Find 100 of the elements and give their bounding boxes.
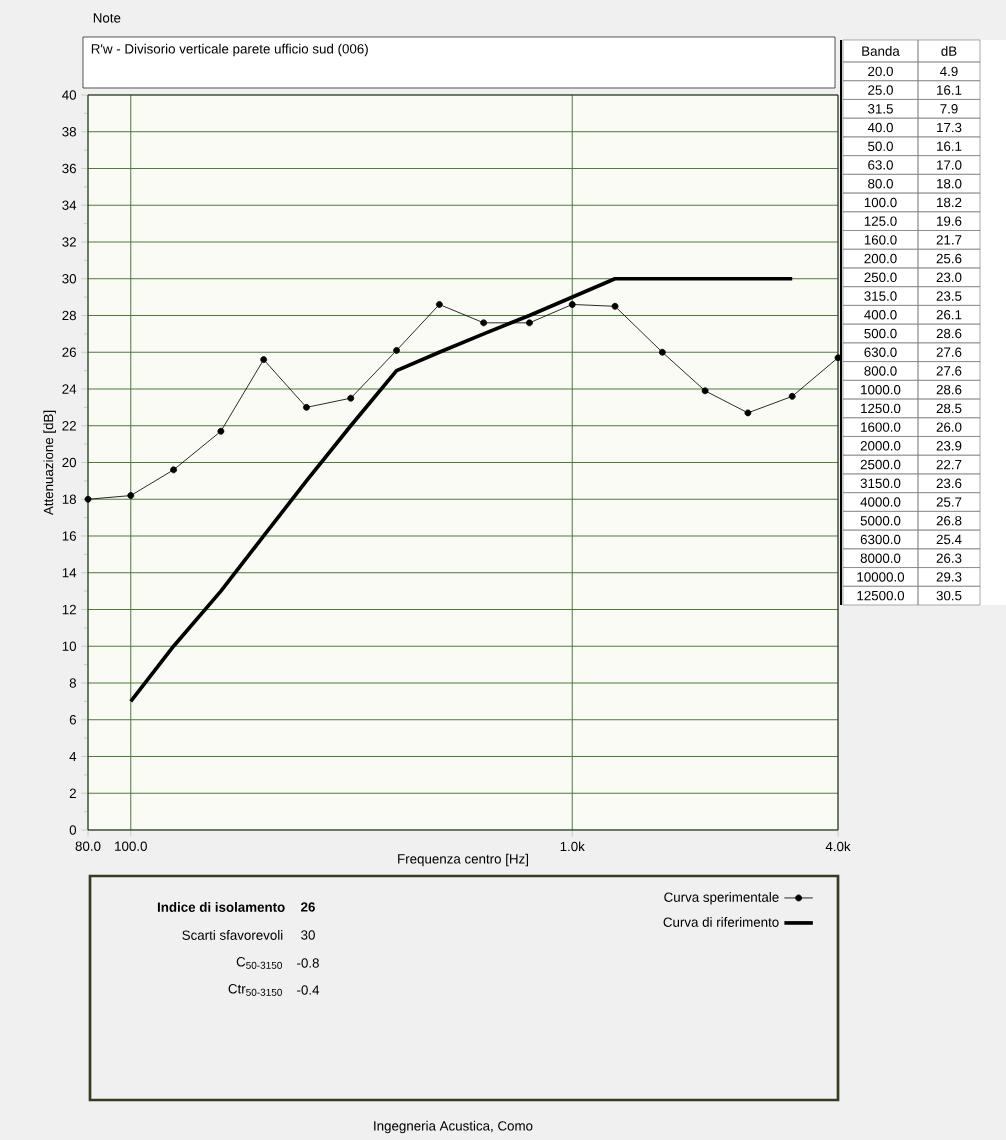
text: 18.2: [937, 197, 962, 208]
category-label: 50.0: [868, 141, 893, 151]
point: [788, 392, 796, 400]
text: 17.3: [937, 122, 962, 133]
category-label: 800.0: [864, 366, 897, 376]
text: 28.5: [936, 403, 962, 414]
text: 21.7: [936, 235, 962, 245]
category-label: 8000.0: [860, 553, 901, 563]
point: [260, 356, 268, 364]
y-tick-label: 28: [62, 310, 76, 321]
point: [393, 346, 400, 354]
y-tick-label: 38: [62, 127, 76, 137]
text: 22.7: [936, 459, 962, 470]
legend-label: Curva di riferimento: [663, 917, 779, 927]
point: [303, 403, 310, 411]
text: 19.6: [937, 216, 962, 226]
category-label: 12500.0: [857, 590, 905, 601]
text: Ingegneria Acustica, Como: [374, 1120, 533, 1134]
y-tick-label: 14: [62, 568, 77, 578]
text: 26.0: [936, 422, 962, 432]
category-label: 80.0: [868, 178, 893, 189]
point: [611, 302, 619, 310]
category-label: 31.5: [868, 104, 893, 114]
category-label: 2500.0: [860, 459, 901, 470]
y-tick-label: 36: [62, 163, 76, 174]
text: Banda: [862, 46, 900, 56]
y-tick-label: 2: [69, 788, 76, 798]
y-tick-label: 40: [62, 90, 77, 100]
y-tick-label: 34: [62, 200, 77, 210]
point: [480, 319, 488, 327]
text: dB: [941, 46, 957, 56]
text: Scarti sfavorevoli: [182, 930, 283, 940]
text: 26.1: [936, 310, 962, 320]
category-label: 400.0: [864, 310, 897, 320]
category-label: 2000.0: [860, 441, 901, 451]
y-tick-label: 10: [62, 641, 77, 651]
y-tick-label: 22: [62, 421, 76, 431]
x-tick-label: 1.0k: [560, 841, 585, 852]
category-label: 20.0: [868, 66, 893, 77]
x-axis-title: Frequenza centro [Hz]: [398, 853, 528, 867]
category-label: 40.0: [867, 122, 893, 133]
category-label: 250.0: [864, 272, 897, 283]
text: C$_{50-3150}$: [236, 957, 282, 969]
x-tick-label: 4.0k: [825, 841, 851, 852]
y-tick-label: 6: [69, 715, 76, 725]
category-label: 100.0: [864, 197, 897, 208]
y-tick-label: 26: [62, 347, 76, 357]
y-tick-label: 24: [62, 384, 77, 394]
text: 27.6: [936, 366, 962, 376]
point: [568, 301, 576, 308]
point: [347, 394, 355, 402]
category-label: 125.0: [864, 216, 897, 226]
y-tick-label: 32: [62, 237, 76, 247]
chart-title: R'w - Divisorio verticale parete ufficio sud (006): [91, 43, 368, 57]
text: Note: [93, 13, 121, 23]
text: 23.0: [936, 272, 962, 283]
category-label: 200.0: [864, 253, 897, 264]
text: 27.6: [936, 347, 962, 357]
category-label: 25.0: [868, 85, 893, 95]
category-label: 6300.0: [860, 534, 901, 545]
text: 23.9: [936, 441, 962, 451]
point: [217, 427, 225, 435]
y-tick-label: 18: [62, 494, 76, 504]
y-axis-title: Attenuazione [dB]: [43, 410, 56, 516]
point: [744, 409, 752, 417]
text: 18.0: [937, 178, 962, 189]
text: Ctr$_{50-3150}$: [228, 984, 282, 996]
text: 28.6: [936, 328, 962, 339]
text: -0.4: [297, 985, 320, 995]
x-tick-label: 80.0: [75, 841, 101, 851]
category-label: 500.0: [864, 328, 897, 339]
category-label: 160.0: [864, 235, 897, 245]
text: 4.9: [940, 66, 958, 77]
legend-label: Curva sperimentale: [664, 892, 779, 905]
point: [170, 466, 177, 474]
category-label: 63.0: [868, 160, 893, 170]
point: [658, 348, 666, 356]
text: 23.5: [936, 291, 962, 301]
text: 17.0: [937, 160, 962, 170]
y-tick-label: 16: [62, 531, 76, 541]
text: 16.1: [937, 85, 962, 95]
text: Indice di isolamento: [157, 902, 285, 912]
point: [127, 492, 135, 499]
y-tick-label: 20: [62, 457, 77, 468]
x-tick-label: 100.0: [115, 841, 147, 851]
text: 29.3: [936, 572, 962, 582]
y-tick-label: 0: [69, 825, 77, 835]
text: 7.9: [940, 104, 958, 114]
category-label: 3150.0: [860, 478, 901, 489]
category-label: 1600.0: [861, 422, 901, 432]
point: [701, 387, 709, 395]
y-tick-label: 4: [69, 751, 77, 762]
text: 16.1: [937, 141, 962, 151]
y-tick-label: 30: [62, 274, 77, 284]
text: 25.6: [936, 253, 962, 264]
text: 26.3: [936, 553, 962, 563]
category-label: 4000.0: [860, 497, 901, 507]
text: 25.7: [936, 497, 962, 507]
point: [435, 301, 443, 308]
text: 23.6: [936, 478, 962, 489]
